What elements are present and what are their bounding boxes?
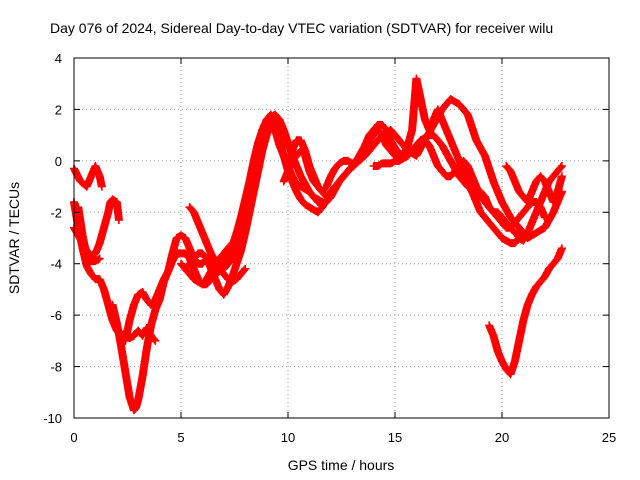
y-tick-label: 0	[55, 154, 62, 169]
series-0-markers	[70, 162, 106, 191]
x-tick-label: 20	[495, 430, 509, 445]
tick-labels: 0 5 10 15 20 25 -10 -8 -6 -4 -2 0 2 4	[43, 51, 616, 445]
series-12-markers	[369, 136, 566, 242]
y-tick-label: 2	[55, 102, 62, 117]
series-3-markers	[74, 203, 104, 266]
series-7	[181, 120, 327, 299]
y-tick-label: -8	[50, 360, 62, 375]
x-tick-label: 25	[602, 430, 616, 445]
series-11-markers	[326, 95, 566, 242]
x-tick-label: 0	[70, 430, 77, 445]
series-13-markers	[502, 162, 566, 206]
x-tick-label: 5	[177, 430, 184, 445]
x-tick-label: 10	[281, 430, 295, 445]
series-8-markers	[185, 110, 335, 271]
series-14	[485, 244, 566, 379]
data-marks	[70, 74, 566, 415]
series-8	[185, 110, 335, 271]
series-11	[326, 95, 566, 242]
y-tick-label: -10	[43, 411, 62, 426]
series-14-markers	[485, 244, 566, 379]
y-tick-label: -2	[50, 205, 62, 220]
series-3	[74, 203, 104, 266]
y-tick-label: -6	[50, 308, 62, 323]
y-axis-label: SDTVAR / TECUs	[6, 182, 22, 294]
series-7-markers	[181, 120, 327, 299]
x-axis-label: GPS time / hours	[288, 457, 395, 473]
y-tick-label: -4	[50, 257, 62, 272]
series-0	[70, 162, 106, 191]
series-12	[369, 136, 566, 242]
series-13	[502, 162, 566, 206]
plot-frame	[73, 57, 610, 419]
y-tick-label: 4	[55, 51, 62, 66]
x-tick-label: 15	[388, 430, 402, 445]
chart-title: Day 076 of 2024, Sidereal Day-to-day VTE…	[50, 20, 553, 36]
